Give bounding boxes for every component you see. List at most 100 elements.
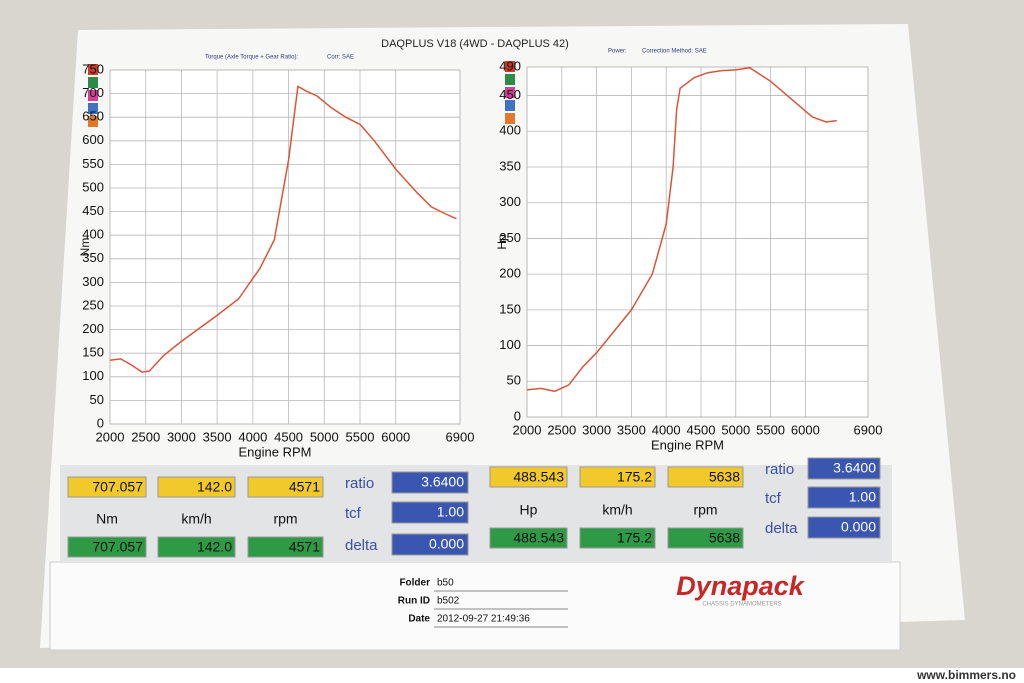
line-series	[526, 66, 837, 393]
readout-box	[247, 476, 324, 498]
readout-value: 142.0	[197, 539, 232, 555]
readout-value: 4571	[289, 479, 320, 495]
legend-swatch	[505, 61, 515, 72]
y-tick-label: 450	[499, 87, 521, 102]
readout-value: 707.057	[92, 539, 143, 555]
param-box	[807, 516, 881, 539]
readout-box	[157, 476, 236, 498]
legend-swatch	[88, 116, 98, 127]
x-axis-label: Engine RPM	[651, 437, 724, 452]
param-value: 0.000	[429, 536, 464, 552]
param-box	[391, 533, 469, 556]
readout-value: 5638	[709, 469, 740, 485]
y-tick-label: 150	[82, 345, 104, 360]
x-tick-label: 6900	[446, 429, 475, 444]
y-tick-label: 750	[82, 61, 104, 76]
readout-value: 488.543	[513, 469, 564, 485]
logo-tagline: CHASSIS DYNAMOMETERS	[702, 602, 781, 608]
x-tick-label: 6900	[854, 422, 883, 437]
param-value: 3.6400	[833, 460, 876, 476]
param-box	[391, 471, 469, 494]
x-tick-label: 3000	[582, 422, 611, 437]
readout-unit: Hp	[520, 502, 538, 518]
readout-box	[489, 466, 568, 488]
readout-box	[247, 536, 324, 558]
x-tick-label: 4500	[687, 422, 716, 437]
legend-swatch	[505, 87, 515, 98]
watermark-bar	[0, 668, 1024, 683]
y-tick-label: 250	[82, 297, 104, 312]
param-box	[807, 486, 881, 509]
y-tick-label: 200	[499, 266, 521, 281]
run-info-value: 2012-09-27 21:49:36	[437, 614, 530, 625]
x-tick-label: 3500	[203, 429, 232, 444]
readout-unit: rpm	[273, 511, 297, 527]
y-tick-label: 0	[97, 415, 104, 430]
readout-box	[67, 536, 147, 558]
readout-value: 142.0	[197, 479, 232, 495]
footer-panel	[49, 561, 901, 651]
y-tick-label: 0	[514, 408, 521, 423]
y-axis-label: Hp	[495, 234, 509, 250]
run-info-value: b502	[437, 596, 460, 607]
y-tick-label: 350	[82, 250, 104, 265]
y-tick-label: 650	[82, 109, 104, 124]
x-tick-label: 4500	[274, 429, 303, 444]
y-tick-label: 300	[82, 274, 104, 289]
param-label: ratio	[345, 475, 374, 492]
x-tick-label: 5500	[756, 422, 785, 437]
y-tick-label: 250	[499, 230, 521, 245]
readout-unit: Nm	[96, 511, 118, 527]
legend-swatch	[505, 113, 515, 124]
x-tick-label: 6000	[381, 429, 410, 444]
readout-box	[489, 527, 568, 549]
watermark: www.bimmers.no	[916, 668, 1016, 682]
y-tick-label: 400	[82, 227, 104, 242]
param-label: tcf	[765, 490, 782, 507]
logo: Dynapack	[676, 571, 806, 601]
y-tick-label: 300	[499, 194, 521, 209]
y-tick-label: 600	[82, 132, 104, 147]
x-tick-label: 2500	[131, 429, 160, 444]
y-tick-label: 400	[499, 123, 521, 138]
readout-value: 5638	[709, 530, 740, 546]
param-label: ratio	[765, 461, 794, 478]
x-tick-label: 6000	[791, 422, 820, 437]
x-axis-label: Engine RPM	[239, 444, 312, 459]
x-tick-label: 2500	[547, 422, 576, 437]
param-label: delta	[765, 520, 798, 537]
x-tick-label: 2000	[513, 422, 542, 437]
title: DAQPLUS V18 (4WD - DAQPLUS 42)	[381, 38, 569, 50]
y-tick-label: 100	[82, 368, 104, 383]
param-value: 1.00	[849, 489, 876, 505]
legend-swatch	[88, 90, 98, 101]
readout-box	[667, 466, 744, 488]
subtitle: Torque (Axle Torque + Gear Ratio):	[205, 55, 298, 61]
x-tick-label: 5500	[346, 429, 375, 444]
y-tick-label: 100	[499, 337, 521, 352]
readout-unit: km/h	[181, 511, 211, 527]
x-tick-label: 4000	[238, 429, 267, 444]
y-tick-label: 350	[499, 158, 521, 173]
run-info-label: Folder	[399, 578, 430, 589]
plot-area	[109, 69, 461, 425]
run-info-value: b50	[437, 578, 454, 589]
legend-swatch	[505, 74, 515, 85]
readout-value: 4571	[289, 539, 320, 555]
readout-value: 175.2	[617, 469, 652, 485]
param-box	[391, 501, 469, 524]
readout-box	[667, 527, 744, 549]
line-series	[109, 85, 457, 373]
x-tick-label: 2000	[96, 429, 125, 444]
readout-value: 175.2	[617, 530, 652, 546]
y-tick-label: 490	[499, 58, 521, 73]
y-tick-label: 150	[499, 301, 521, 316]
legend-swatch	[88, 64, 98, 75]
plot-area	[526, 66, 869, 418]
y-tick-label: 200	[82, 321, 104, 336]
readout-value: 707.057	[92, 479, 143, 495]
x-tick-label: 4000	[652, 422, 681, 437]
y-tick-label: 500	[82, 179, 104, 194]
legend-swatch	[88, 103, 98, 114]
